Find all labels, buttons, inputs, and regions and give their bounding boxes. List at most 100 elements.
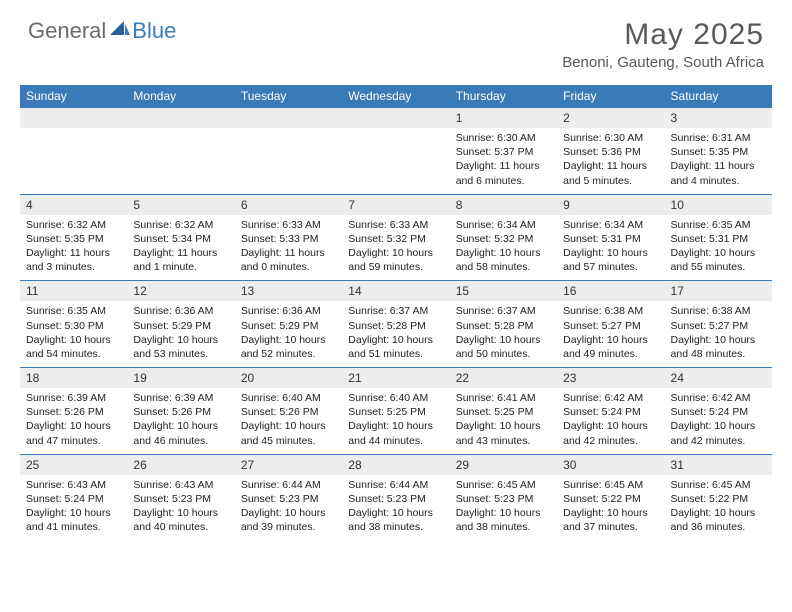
sunrise-text: Sunrise: 6:38 AM xyxy=(563,304,658,318)
day-number-cell: 30 xyxy=(557,454,664,475)
day-number-cell: 12 xyxy=(127,281,234,302)
day-detail-row: Sunrise: 6:30 AMSunset: 5:37 PMDaylight:… xyxy=(20,128,772,194)
day-number-cell: 1 xyxy=(450,108,557,129)
daylight-text: Daylight: 10 hours and 45 minutes. xyxy=(241,419,336,447)
sunrise-text: Sunrise: 6:40 AM xyxy=(348,391,443,405)
calendar-table: Sunday Monday Tuesday Wednesday Thursday… xyxy=(20,85,772,540)
day-number-cell: 23 xyxy=(557,368,664,389)
sunrise-text: Sunrise: 6:32 AM xyxy=(26,218,121,232)
daylight-text: Daylight: 10 hours and 53 minutes. xyxy=(133,333,228,361)
daylight-text: Daylight: 10 hours and 42 minutes. xyxy=(671,419,766,447)
day-number: 11 xyxy=(26,284,38,298)
sunset-text: Sunset: 5:25 PM xyxy=(456,405,551,419)
day-number: 10 xyxy=(671,198,684,212)
day-number: 9 xyxy=(563,198,570,212)
weekday-header: Tuesday xyxy=(235,85,342,108)
sunset-text: Sunset: 5:29 PM xyxy=(133,319,228,333)
daylight-text: Daylight: 10 hours and 54 minutes. xyxy=(26,333,121,361)
sunset-text: Sunset: 5:23 PM xyxy=(348,492,443,506)
day-detail-cell: Sunrise: 6:36 AMSunset: 5:29 PMDaylight:… xyxy=(127,301,234,367)
day-detail-cell: Sunrise: 6:33 AMSunset: 5:33 PMDaylight:… xyxy=(235,215,342,281)
day-number-row: 18192021222324 xyxy=(20,368,772,389)
sunset-text: Sunset: 5:34 PM xyxy=(133,232,228,246)
day-number-cell: 21 xyxy=(342,368,449,389)
day-detail-cell: Sunrise: 6:42 AMSunset: 5:24 PMDaylight:… xyxy=(665,388,772,454)
day-number: 18 xyxy=(26,371,39,385)
sunrise-text: Sunrise: 6:34 AM xyxy=(456,218,551,232)
day-detail-cell: Sunrise: 6:36 AMSunset: 5:29 PMDaylight:… xyxy=(235,301,342,367)
sunrise-text: Sunrise: 6:33 AM xyxy=(241,218,336,232)
sunrise-text: Sunrise: 6:33 AM xyxy=(348,218,443,232)
sunrise-text: Sunrise: 6:42 AM xyxy=(671,391,766,405)
logo-sail-icon xyxy=(110,21,130,35)
day-number: 16 xyxy=(563,284,576,298)
day-detail-cell: Sunrise: 6:43 AMSunset: 5:24 PMDaylight:… xyxy=(20,475,127,541)
sunset-text: Sunset: 5:36 PM xyxy=(563,145,658,159)
day-number: 24 xyxy=(671,371,684,385)
day-detail-cell: Sunrise: 6:34 AMSunset: 5:32 PMDaylight:… xyxy=(450,215,557,281)
day-number: 6 xyxy=(241,198,248,212)
sunrise-text: Sunrise: 6:35 AM xyxy=(671,218,766,232)
daylight-text: Daylight: 11 hours and 5 minutes. xyxy=(563,159,658,187)
weekday-header: Monday xyxy=(127,85,234,108)
day-number-cell: 24 xyxy=(665,368,772,389)
daylight-text: Daylight: 10 hours and 55 minutes. xyxy=(671,246,766,274)
day-number-cell xyxy=(235,108,342,129)
daylight-text: Daylight: 10 hours and 49 minutes. xyxy=(563,333,658,361)
day-number: 15 xyxy=(456,284,469,298)
sunset-text: Sunset: 5:24 PM xyxy=(671,405,766,419)
day-number-cell: 3 xyxy=(665,108,772,129)
day-number-cell: 26 xyxy=(127,454,234,475)
day-number: 21 xyxy=(348,371,361,385)
sunrise-text: Sunrise: 6:44 AM xyxy=(241,478,336,492)
daylight-text: Daylight: 10 hours and 58 minutes. xyxy=(456,246,551,274)
day-detail-cell: Sunrise: 6:35 AMSunset: 5:30 PMDaylight:… xyxy=(20,301,127,367)
daylight-text: Daylight: 10 hours and 36 minutes. xyxy=(671,506,766,534)
daylight-text: Daylight: 10 hours and 46 minutes. xyxy=(133,419,228,447)
sunset-text: Sunset: 5:23 PM xyxy=(456,492,551,506)
daylight-text: Daylight: 11 hours and 1 minute. xyxy=(133,246,228,274)
sunrise-text: Sunrise: 6:36 AM xyxy=(133,304,228,318)
weekday-header: Thursday xyxy=(450,85,557,108)
sunrise-text: Sunrise: 6:35 AM xyxy=(26,304,121,318)
day-number-cell xyxy=(342,108,449,129)
day-number: 26 xyxy=(133,458,146,472)
sunrise-text: Sunrise: 6:41 AM xyxy=(456,391,551,405)
sunset-text: Sunset: 5:24 PM xyxy=(26,492,121,506)
day-number-cell: 2 xyxy=(557,108,664,129)
day-number-cell: 13 xyxy=(235,281,342,302)
sunrise-text: Sunrise: 6:45 AM xyxy=(456,478,551,492)
weekday-header: Wednesday xyxy=(342,85,449,108)
day-number: 19 xyxy=(133,371,146,385)
day-detail-cell: Sunrise: 6:30 AMSunset: 5:37 PMDaylight:… xyxy=(450,128,557,194)
day-number-cell xyxy=(127,108,234,129)
day-number-cell: 4 xyxy=(20,194,127,215)
sunset-text: Sunset: 5:26 PM xyxy=(26,405,121,419)
title-block: May 2025 Benoni, Gauteng, South Africa xyxy=(562,18,764,71)
day-detail-cell: Sunrise: 6:32 AMSunset: 5:35 PMDaylight:… xyxy=(20,215,127,281)
day-number-cell: 15 xyxy=(450,281,557,302)
day-number: 13 xyxy=(241,284,254,298)
sunset-text: Sunset: 5:24 PM xyxy=(563,405,658,419)
sunset-text: Sunset: 5:37 PM xyxy=(456,145,551,159)
day-number-cell: 9 xyxy=(557,194,664,215)
sunrise-text: Sunrise: 6:37 AM xyxy=(348,304,443,318)
daylight-text: Daylight: 10 hours and 57 minutes. xyxy=(563,246,658,274)
sunset-text: Sunset: 5:28 PM xyxy=(456,319,551,333)
day-number: 30 xyxy=(563,458,576,472)
sunrise-text: Sunrise: 6:45 AM xyxy=(671,478,766,492)
sunrise-text: Sunrise: 6:44 AM xyxy=(348,478,443,492)
day-detail-cell: Sunrise: 6:43 AMSunset: 5:23 PMDaylight:… xyxy=(127,475,234,541)
day-number-cell: 22 xyxy=(450,368,557,389)
weekday-header-row: Sunday Monday Tuesday Wednesday Thursday… xyxy=(20,85,772,108)
day-number-cell: 7 xyxy=(342,194,449,215)
daylight-text: Daylight: 10 hours and 41 minutes. xyxy=(26,506,121,534)
day-detail-cell: Sunrise: 6:31 AMSunset: 5:35 PMDaylight:… xyxy=(665,128,772,194)
day-number: 4 xyxy=(26,198,33,212)
day-detail-row: Sunrise: 6:35 AMSunset: 5:30 PMDaylight:… xyxy=(20,301,772,367)
daylight-text: Daylight: 10 hours and 48 minutes. xyxy=(671,333,766,361)
sunset-text: Sunset: 5:26 PM xyxy=(241,405,336,419)
sunrise-text: Sunrise: 6:43 AM xyxy=(133,478,228,492)
logo-text-general: General xyxy=(28,18,106,44)
day-number: 5 xyxy=(133,198,140,212)
